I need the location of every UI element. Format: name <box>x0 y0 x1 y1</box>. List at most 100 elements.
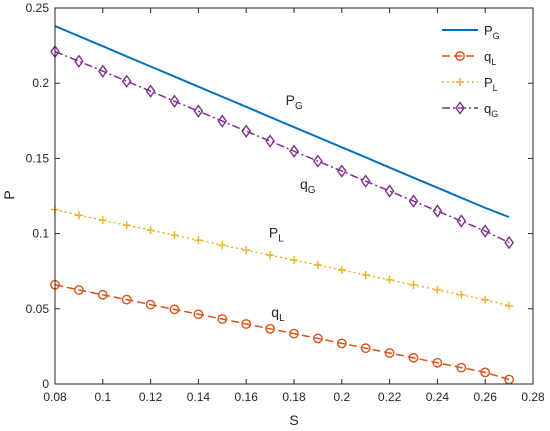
data-point-PL-3 <box>122 221 131 230</box>
data-point-PL-15 <box>409 280 418 289</box>
data-point-qG-6 <box>193 104 204 118</box>
data-point-qG-2 <box>97 64 108 78</box>
data-point-qL-7 <box>217 314 228 324</box>
x-tick-label: 0.14 <box>187 390 211 404</box>
y-axis-label: P <box>1 190 17 199</box>
annotation-PL-subscript: L <box>278 233 284 244</box>
data-point-PL-9 <box>266 251 275 260</box>
data-point-qL-2 <box>97 289 108 300</box>
data-point-qG-7 <box>217 114 228 128</box>
legend-box <box>435 15 527 127</box>
data-point-qG-12 <box>336 164 347 178</box>
data-point-qG-3 <box>121 74 132 88</box>
data-point-PL-10 <box>290 256 298 265</box>
data-point-qG-19 <box>504 235 514 250</box>
data-point-qG-10 <box>289 144 299 158</box>
x-tick-label: 0.26 <box>474 390 498 404</box>
legend-label-qL-subscript: L <box>491 57 496 67</box>
axes-group: 0.08 0.1 0.12 0.14 0.16 0.18 0.2 0.22 0.24 0.26 0.… <box>26 1 545 404</box>
data-point-PL-7 <box>218 241 227 250</box>
x-tick-label: 0.1 <box>94 390 111 404</box>
data-point-qG-5 <box>169 94 180 108</box>
data-point-qL-6 <box>193 309 204 320</box>
data-point-PL-17 <box>457 290 466 299</box>
x-tick-label: 0.22 <box>378 390 402 404</box>
series-line-PL <box>54 208 510 307</box>
data-point-qL-17 <box>456 362 467 373</box>
series-group <box>50 25 514 385</box>
legend-label-qL-main: q <box>484 49 491 64</box>
data-point-qL-8 <box>241 319 252 329</box>
data-point-PL-1 <box>74 211 83 220</box>
data-point-PL-19 <box>505 301 514 310</box>
data-point-qL-14 <box>384 348 395 358</box>
annotation-qG-main: q <box>300 176 308 192</box>
y-tick-label: 0 <box>42 377 49 391</box>
data-point-PL-14 <box>385 275 394 284</box>
annotation-qL: qL <box>271 304 285 324</box>
series-qL <box>50 279 514 385</box>
annotation-qG-subscript: G <box>308 185 316 196</box>
data-point-PL-6 <box>194 236 203 245</box>
x-tick-label: 0.16 <box>235 390 259 404</box>
legend-entry-PG: PG <box>442 23 500 41</box>
legend-entry-PL: PL <box>442 75 498 93</box>
legend-entry-qL: qL <box>442 49 496 67</box>
legend-label-PG-subscript: G <box>493 31 500 41</box>
x-tick-label: 0.28 <box>521 390 545 404</box>
legend-label-PG: PG <box>484 23 500 41</box>
data-point-qG-16 <box>432 204 443 218</box>
legend-marker-qL <box>455 51 465 61</box>
annotation-PL-main: P <box>269 224 278 240</box>
data-point-qG-17 <box>456 214 467 228</box>
data-point-qG-13 <box>360 174 371 188</box>
data-point-PL-4 <box>146 226 155 235</box>
data-point-qG-11 <box>313 154 323 168</box>
data-point-PL-5 <box>170 231 179 240</box>
data-point-PL-13 <box>361 270 370 279</box>
data-point-PL-12 <box>337 265 346 274</box>
x-tick-label: 0.24 <box>426 390 450 404</box>
data-point-qL-12 <box>336 338 347 349</box>
series-PL <box>51 205 514 310</box>
data-point-qL-5 <box>169 304 180 315</box>
x-tick-label: 0.12 <box>139 390 163 404</box>
annotation-PL: PL <box>269 224 284 244</box>
data-point-qG-9 <box>265 134 275 148</box>
y-tick-label: 0.25 <box>26 1 50 15</box>
legend-marker-PL <box>456 78 464 86</box>
data-point-qG-14 <box>384 184 395 198</box>
data-point-qG-4 <box>145 84 156 98</box>
series-qG <box>50 44 514 250</box>
y-tick-label: 0.05 <box>26 302 50 316</box>
legend-label-qL: qL <box>484 49 496 67</box>
data-point-qL-13 <box>360 343 371 354</box>
legend-entry-qG: qG <box>442 101 498 119</box>
series-PG <box>54 25 510 218</box>
x-tick-label: 0.08 <box>43 390 67 404</box>
annotation-PG-subscript: G <box>295 101 303 112</box>
data-point-qL-18 <box>480 367 491 378</box>
data-point-qG-1 <box>74 54 84 68</box>
data-point-qG-8 <box>241 124 252 138</box>
data-point-qL-15 <box>408 352 419 363</box>
legend-label-qG: qG <box>484 101 498 119</box>
data-point-qL-3 <box>121 294 132 305</box>
data-point-PL-16 <box>433 285 442 294</box>
data-point-qG-18 <box>480 224 491 238</box>
data-point-PL-18 <box>481 295 490 304</box>
x-axis-label: S <box>289 412 298 428</box>
annotation-qG: qG <box>300 176 316 196</box>
data-point-qL-16 <box>432 357 443 368</box>
annotation-qL-main: q <box>271 304 279 320</box>
annotation-PG-main: P <box>286 92 295 108</box>
data-point-qL-1 <box>74 285 84 295</box>
annotation-PG: PG <box>286 92 303 112</box>
legend-label-qG-main: q <box>484 101 491 116</box>
data-point-qL-4 <box>145 299 156 310</box>
series-line-qG <box>54 50 510 244</box>
data-point-PL-2 <box>98 216 107 225</box>
